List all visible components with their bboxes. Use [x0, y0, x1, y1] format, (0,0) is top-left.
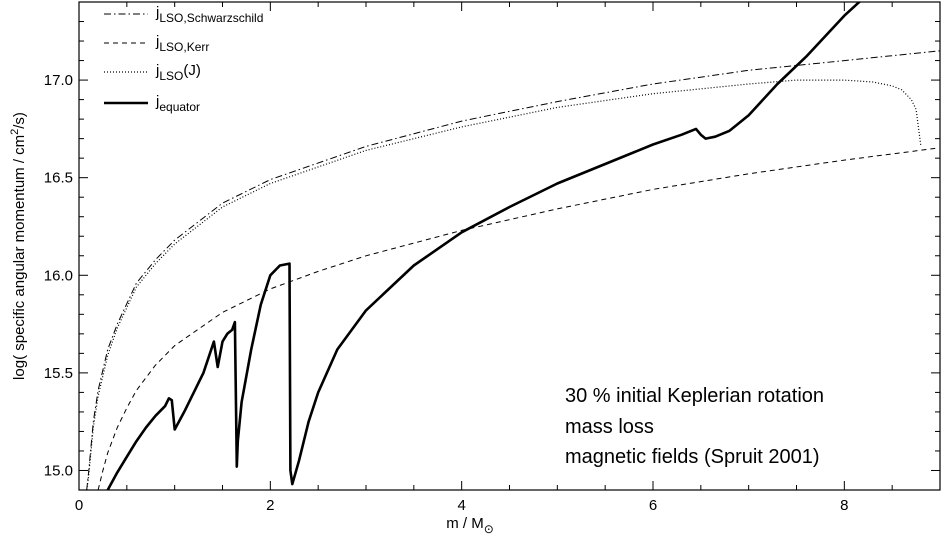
plot-frame — [78, 1, 941, 491]
annotations: 30 % initial Keplerian rotation mass loss… — [565, 385, 824, 468]
y-tick-label: 16.5 — [44, 170, 73, 187]
annotation-line: 30 % initial Keplerian rotation — [565, 385, 824, 407]
series-line-dashdot — [86, 50, 940, 490]
y-tick-label: 17.0 — [44, 72, 73, 89]
x-tick-label: 4 — [457, 497, 465, 514]
x-tick-label: 6 — [649, 497, 657, 514]
legend-entry-base: j — [155, 62, 159, 79]
legend-entry-sub: LSO,Kerr — [159, 40, 209, 54]
legend-entry: jLSO,Kerr — [155, 33, 209, 54]
series-line-solid-thick — [106, 2, 862, 490]
series-line-dotted — [86, 79, 922, 490]
x-axis-title: m / M⊙ — [446, 515, 494, 536]
x-axis-title-main: m / M — [446, 515, 484, 532]
legend-entry-base: j — [155, 33, 159, 50]
legend-entry-sub: equator — [159, 100, 200, 114]
series-line-dashed — [97, 147, 936, 490]
legend-entry-base: j — [155, 4, 159, 21]
y-tick-label: 16.0 — [44, 267, 73, 284]
y-tick-label: 15.5 — [44, 365, 73, 382]
legend-entry: jLSO,Schwarzschild — [155, 4, 263, 25]
y-axis-title-sup: 2 — [9, 129, 21, 135]
x-tick-label: 0 — [75, 497, 83, 514]
legend-entry: jequator — [155, 93, 200, 114]
legend-entry-suffix: (J) — [183, 62, 201, 79]
y-axis-title-pre: log( specific angular momentum / cm — [11, 135, 28, 380]
legend-entry-base: j — [155, 93, 159, 110]
legend-entry-sub: LSO,Schwarzschild — [159, 11, 263, 25]
y-axis-title: log( specific angular momentum / cm2/s) — [9, 112, 28, 380]
legend-entry-sub: LSO — [159, 69, 183, 83]
series-layer — [86, 2, 940, 490]
ticks: 0 2 4 6 8 15.0 15.5 16.0 16.5 17.0 — [44, 1, 941, 514]
x-axis-title-sub: ⊙ — [484, 522, 494, 536]
legend-entry: jLSO(J) — [155, 62, 201, 83]
x-tick-label: 8 — [840, 497, 848, 514]
annotation-line: magnetic fields (Spruit 2001) — [565, 446, 820, 468]
annotation-line: mass loss — [565, 416, 654, 438]
y-axis-title-post: /s) — [11, 112, 28, 129]
x-tick-label: 2 — [266, 497, 274, 514]
y-tick-label: 15.0 — [44, 462, 73, 479]
legend: jLSO,SchwarzschildjLSO,KerrjLSO(J)jequat… — [104, 4, 263, 114]
